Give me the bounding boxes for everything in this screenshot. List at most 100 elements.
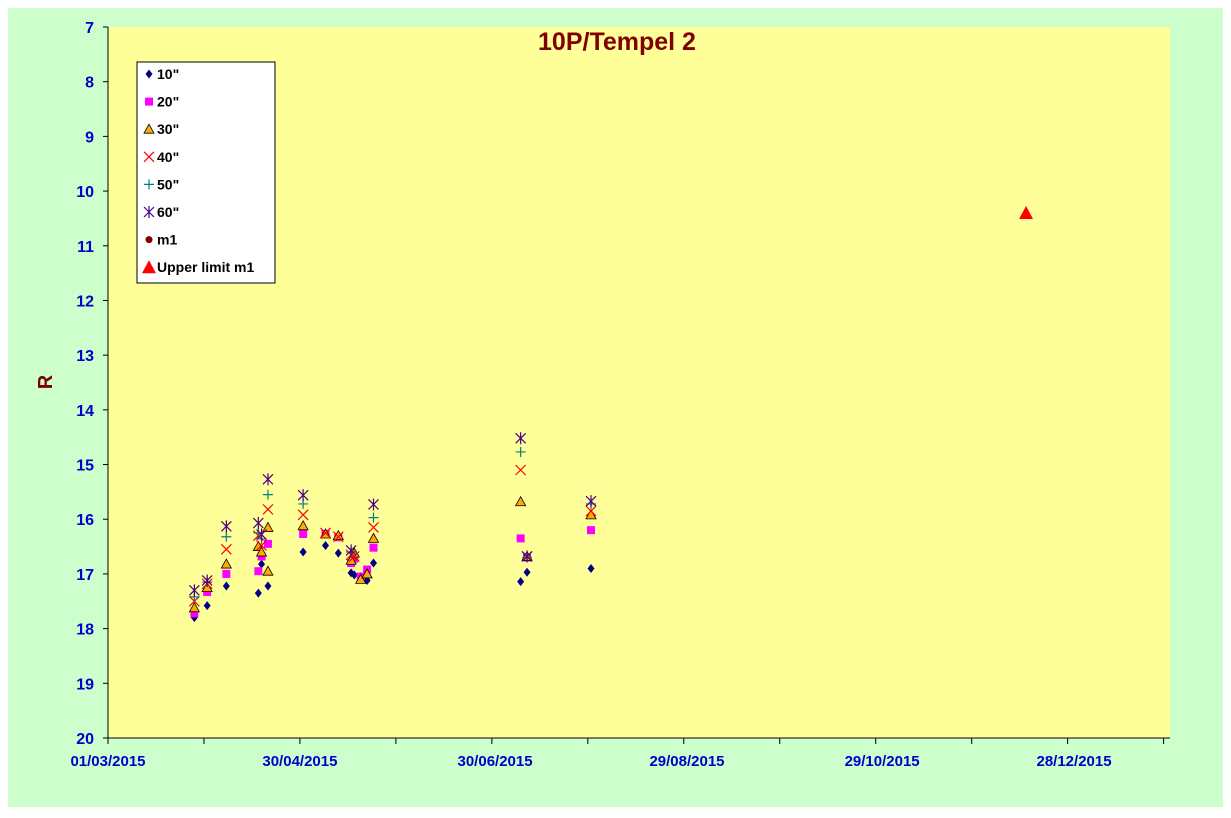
legend-marker bbox=[145, 69, 153, 79]
plot-area bbox=[108, 27, 1170, 738]
y-tick-label: 12 bbox=[76, 293, 94, 310]
data-point bbox=[517, 577, 525, 587]
data-point bbox=[297, 509, 309, 521]
y-tick-label: 16 bbox=[76, 512, 94, 529]
data-point bbox=[334, 548, 342, 558]
legend: 10" 20" 30" 40" 50" 60" m1 Upper limit m1 bbox=[136, 61, 276, 284]
data-point bbox=[369, 543, 378, 552]
legend-marker bbox=[143, 206, 155, 218]
y-axis: 7 8 9 10 11 12 13 14 15 16 17 18 19 20 bbox=[76, 20, 108, 748]
y-tick-label: 18 bbox=[76, 622, 94, 639]
data-point bbox=[322, 540, 330, 550]
data-point bbox=[222, 581, 230, 591]
axes bbox=[107, 27, 1170, 739]
legend-marker bbox=[143, 123, 155, 134]
data-point bbox=[585, 505, 597, 517]
data-point bbox=[299, 529, 308, 538]
legend-marker bbox=[145, 236, 153, 244]
data-point bbox=[516, 534, 525, 543]
data-point bbox=[299, 547, 307, 557]
data-point bbox=[201, 574, 213, 587]
y-tick-label: 13 bbox=[76, 348, 94, 365]
data-point bbox=[585, 495, 597, 508]
data-point bbox=[515, 464, 527, 476]
data-point bbox=[515, 432, 527, 445]
series-5 bbox=[188, 432, 597, 597]
y-tick-label: 9 bbox=[85, 129, 94, 146]
y-axis-label: R bbox=[35, 374, 57, 389]
y-tick-label: 8 bbox=[85, 75, 94, 92]
y-tick-label: 20 bbox=[76, 731, 94, 748]
data-point bbox=[1019, 205, 1034, 219]
data-point bbox=[320, 527, 331, 539]
data-point bbox=[297, 489, 309, 502]
data-point bbox=[515, 446, 526, 457]
data-point bbox=[256, 528, 267, 541]
x-tick-label: 29/10/2015 bbox=[845, 753, 920, 770]
y-tick-label: 17 bbox=[76, 567, 94, 584]
data-point bbox=[252, 517, 264, 530]
legend-box bbox=[136, 61, 276, 284]
data-point bbox=[188, 602, 201, 613]
data-point bbox=[222, 569, 231, 578]
data-point bbox=[188, 584, 200, 597]
data-point bbox=[262, 521, 274, 532]
legend-label: 40" bbox=[157, 149, 179, 165]
data-point bbox=[345, 544, 357, 557]
x-tick-label: 28/12/2015 bbox=[1036, 753, 1111, 770]
data-point bbox=[523, 567, 531, 577]
x-tick-label: 29/08/2015 bbox=[649, 753, 724, 770]
legend-marker bbox=[145, 97, 153, 106]
data-point bbox=[254, 588, 262, 598]
legend-label: Upper limit m1 bbox=[157, 259, 254, 275]
y-tick-label: 15 bbox=[76, 458, 94, 475]
legend-label: 50" bbox=[157, 176, 179, 192]
data-point bbox=[220, 520, 232, 533]
data-point bbox=[368, 522, 379, 533]
y-tick-label: 14 bbox=[76, 403, 94, 420]
data-point bbox=[220, 543, 232, 555]
data-marks bbox=[188, 205, 1034, 623]
legend-marker bbox=[142, 260, 156, 274]
legend-label: m1 bbox=[157, 232, 177, 248]
data-point bbox=[521, 550, 533, 563]
y-tick-label: 19 bbox=[76, 676, 94, 693]
series-7 bbox=[1019, 205, 1034, 219]
data-point bbox=[264, 581, 272, 591]
data-point bbox=[262, 565, 274, 576]
data-point bbox=[220, 558, 233, 569]
legend-label: 10" bbox=[157, 66, 179, 82]
legend-marker bbox=[143, 151, 155, 163]
data-point bbox=[203, 601, 211, 611]
x-tick-label: 30/06/2015 bbox=[458, 753, 533, 770]
y-tick-label: 11 bbox=[77, 239, 94, 256]
data-point bbox=[254, 567, 263, 576]
data-point bbox=[221, 531, 232, 542]
data-point bbox=[370, 558, 377, 568]
data-point bbox=[262, 489, 273, 500]
x-tick-label: 01/03/2015 bbox=[70, 753, 145, 770]
data-point bbox=[514, 495, 527, 507]
data-point bbox=[297, 519, 309, 531]
data-point bbox=[587, 526, 596, 535]
data-point bbox=[361, 568, 373, 579]
data-point bbox=[190, 609, 199, 618]
data-point bbox=[332, 529, 344, 541]
data-point bbox=[262, 473, 274, 486]
legend-label: 20" bbox=[157, 94, 179, 110]
data-point bbox=[368, 512, 379, 523]
chart-title: 10P/Tempel 2 bbox=[538, 28, 696, 56]
data-point bbox=[256, 540, 267, 551]
data-point bbox=[368, 498, 379, 511]
data-point bbox=[263, 539, 272, 548]
data-point bbox=[255, 546, 268, 557]
legend-marker bbox=[144, 179, 154, 190]
x-tick-label: 30/04/2015 bbox=[262, 753, 337, 770]
data-point bbox=[355, 573, 367, 584]
data-point bbox=[262, 503, 274, 515]
x-axis: 01/03/2015 30/04/2015 30/06/2015 29/08/2015… bbox=[70, 738, 1165, 770]
y-tick-label: 7 bbox=[85, 20, 94, 37]
y-tick-label: 10 bbox=[76, 184, 94, 201]
